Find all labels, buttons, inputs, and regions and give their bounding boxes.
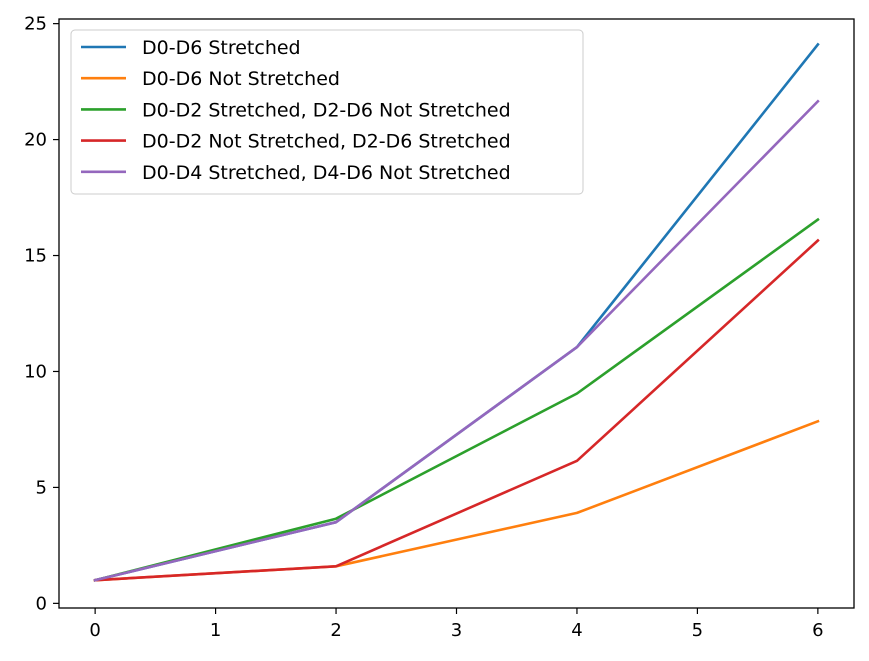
legend-label: D0-D2 Not Stretched, D2-D6 Stretched	[142, 131, 511, 153]
y-tick-label: 15	[24, 246, 47, 267]
y-tick-label: 20	[24, 130, 47, 151]
x-tick-label: 1	[210, 620, 221, 641]
legend-label: D0-D4 Stretched, D4-D6 Not Stretched	[142, 162, 511, 184]
x-tick-label: 4	[571, 620, 582, 641]
x-tick-label: 0	[89, 620, 100, 641]
plot-frame	[58, 18, 855, 609]
legend-label: D0-D6 Not Stretched	[142, 68, 340, 90]
y-tick-label: 10	[24, 361, 47, 382]
series-line-5	[93, 99, 820, 582]
series-line-2	[93, 419, 820, 582]
legend-label: D0-D2 Stretched, D2-D6 Not Stretched	[142, 99, 511, 121]
y-tick-label: 5	[36, 477, 47, 498]
legend-label: D0-D6 Stretched	[142, 37, 301, 59]
series-line-4	[93, 238, 820, 582]
legend-box	[70, 29, 584, 195]
series-line-3	[93, 217, 820, 582]
x-tick-label: 3	[451, 620, 462, 641]
y-tick-label: 25	[24, 14, 47, 35]
x-tick-label: 6	[812, 620, 823, 641]
series-layer	[93, 42, 820, 582]
y-tick-label: 0	[36, 593, 47, 614]
legend: D0-D6 Stretched D0-D6 Not Stretched D0-D2 …	[70, 29, 584, 195]
ticks-layer: 0 1 2 3 4 5 6 0 5 10 15 20 25	[24, 14, 823, 641]
x-tick-label: 5	[692, 620, 703, 641]
x-tick-label: 2	[330, 620, 341, 641]
